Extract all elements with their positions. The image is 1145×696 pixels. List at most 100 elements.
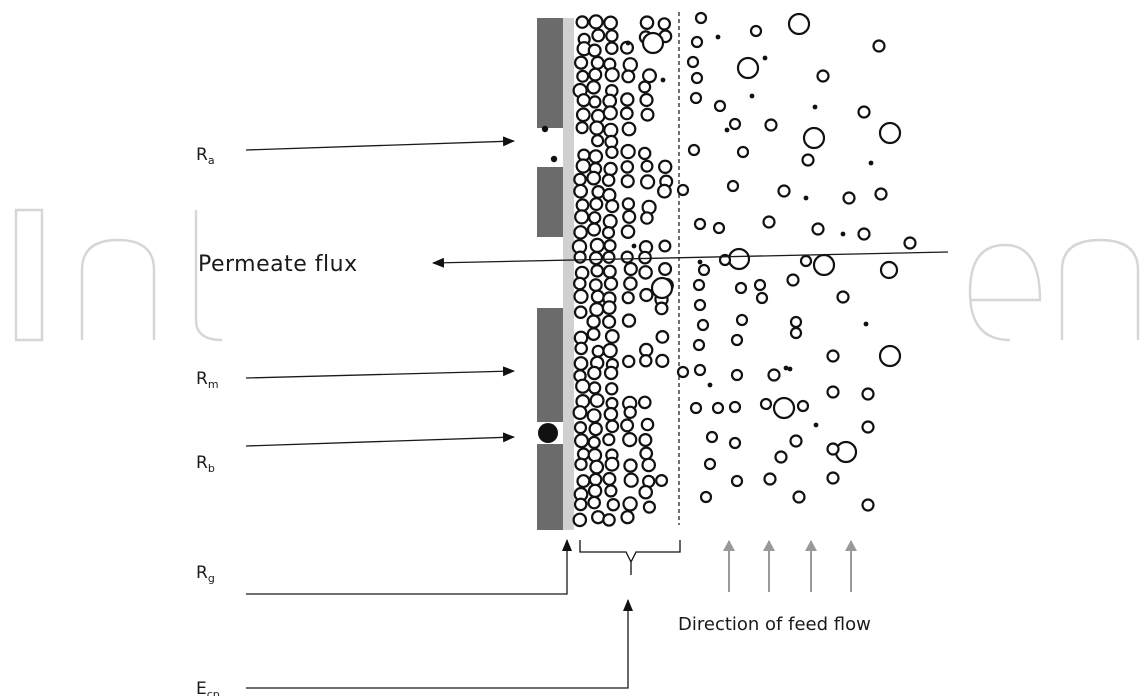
particle-bubble [573, 250, 587, 264]
particle-bubble [621, 121, 637, 137]
particle-bubble [639, 354, 653, 368]
particle-bubble [772, 396, 796, 420]
particle-bubble [573, 497, 588, 512]
gel-layer [563, 18, 574, 530]
particle-bubble [589, 302, 605, 318]
particle-bubble [736, 56, 760, 80]
solute-dot [868, 160, 874, 166]
particle-bubble [590, 55, 605, 70]
particle-bubble [638, 146, 652, 161]
particle-bubble [879, 260, 899, 280]
particle-bubble [573, 183, 588, 199]
particle-bubble [692, 338, 706, 352]
particle-bubble [573, 288, 589, 304]
particle-bubble [572, 405, 588, 421]
particle-bubble [604, 456, 620, 472]
ecp-brace [579, 540, 681, 575]
particle-bubble [601, 300, 617, 316]
particle-bubble [591, 28, 606, 43]
particle-bubble [878, 344, 902, 368]
ecp-arrow [246, 599, 633, 689]
particle-bubble [588, 278, 603, 293]
particle-bubble [622, 209, 637, 224]
solute-dot [803, 195, 809, 201]
particle-bubble [590, 510, 606, 525]
solute-dot [715, 34, 721, 40]
particle-bubble [602, 471, 617, 486]
particle-bubble [602, 213, 618, 229]
label-rb: Rb [196, 453, 215, 475]
particle-bubble [639, 287, 654, 303]
label-rg: Rg [196, 563, 215, 585]
particle-bubble [603, 239, 617, 253]
particle-bubble [767, 368, 781, 382]
particle-bubble [638, 484, 653, 500]
label-ecp: Ecp [196, 679, 220, 696]
particle-bubble [586, 314, 601, 329]
particle-bubble [588, 472, 603, 487]
particle-bubble [872, 39, 886, 53]
particle-bubble [735, 313, 749, 327]
particle-bubble [604, 41, 619, 55]
particle-bubble [602, 513, 616, 527]
particle-bubble [705, 430, 719, 444]
particle-bubble [573, 421, 588, 435]
particle-bubble [588, 211, 602, 225]
particle-bubble [792, 490, 806, 504]
particle-bubble [801, 153, 815, 167]
particle-bubble [572, 512, 588, 528]
solute-dot [724, 127, 730, 133]
particle-bubble [693, 298, 707, 312]
particle-bubble [575, 120, 589, 135]
particle-bubble [749, 24, 763, 38]
particle-bubble [622, 57, 639, 73]
particle-bubble [799, 254, 813, 268]
particle-bubble [623, 276, 638, 291]
particle-bubble [620, 418, 635, 433]
particle-bubble [574, 341, 588, 356]
particle-bubble [689, 91, 703, 105]
particle-bubble [730, 333, 744, 347]
particle-bubble [686, 55, 700, 69]
svg-text:Rm: Rm [196, 369, 219, 391]
feed-flow-label: Direction of feed flow [678, 614, 871, 635]
particle-bubble [602, 433, 616, 447]
particle-bubble [601, 226, 616, 240]
particle-bubble [591, 344, 605, 358]
particle-bubble [711, 401, 725, 415]
particle-bubble [658, 262, 673, 277]
particle-bubble [703, 457, 717, 471]
particle-bubble [587, 435, 601, 449]
solute-dot [631, 243, 637, 249]
particle-bubble [657, 17, 672, 31]
particle-bubble [589, 459, 605, 475]
ra-arrow [245, 136, 515, 151]
membrane-wall-middle [537, 308, 563, 422]
particle-bubble [826, 385, 840, 399]
particle-bubble [603, 15, 618, 31]
particle-bubble [587, 447, 603, 463]
particle-bubble [759, 397, 773, 411]
particle-bubble [812, 253, 836, 277]
particle-bubble [603, 365, 619, 381]
particle-bubble [638, 265, 653, 280]
membrane-wall-upper [537, 167, 563, 237]
particle-bubble [588, 95, 602, 109]
particle-bubble [605, 29, 619, 43]
particle-bubble [620, 174, 635, 189]
particle-bubble [712, 221, 726, 235]
particle-bubble [726, 179, 740, 193]
pore-blocking-particle [538, 423, 558, 443]
particle-bubble [640, 107, 655, 122]
feed-flow-arrows [723, 540, 857, 592]
particle-bubble [619, 106, 634, 121]
solute-dot [625, 40, 631, 46]
particle-bubble [586, 170, 602, 186]
particle-bubble [589, 237, 605, 253]
particle-bubble [774, 450, 788, 464]
particle-bubble [586, 408, 602, 424]
particle-bubble [602, 264, 617, 279]
particle-bubble [575, 107, 591, 123]
particle-bubble [620, 224, 636, 239]
